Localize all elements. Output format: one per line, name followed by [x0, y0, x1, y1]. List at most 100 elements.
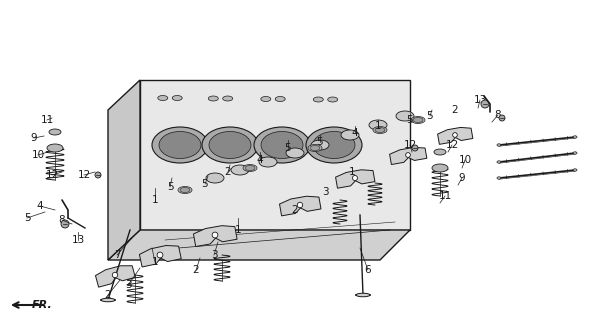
Circle shape: [212, 232, 218, 238]
Ellipse shape: [411, 116, 425, 124]
Circle shape: [352, 175, 358, 180]
Ellipse shape: [261, 97, 271, 101]
Text: 6: 6: [365, 265, 371, 275]
Text: 4: 4: [352, 128, 358, 138]
Ellipse shape: [356, 293, 370, 297]
Ellipse shape: [180, 188, 190, 193]
Ellipse shape: [310, 146, 320, 150]
Polygon shape: [108, 230, 410, 260]
Text: 1: 1: [349, 167, 355, 177]
Circle shape: [157, 252, 163, 258]
Ellipse shape: [434, 149, 446, 155]
Ellipse shape: [259, 157, 277, 167]
Polygon shape: [389, 147, 427, 164]
Polygon shape: [280, 196, 321, 216]
Text: 1: 1: [235, 225, 241, 235]
Text: 3: 3: [125, 280, 131, 290]
Ellipse shape: [308, 145, 322, 151]
Text: 10: 10: [31, 150, 44, 160]
Ellipse shape: [275, 97, 285, 101]
Text: 2: 2: [104, 290, 112, 300]
Text: 4: 4: [37, 201, 43, 211]
Circle shape: [412, 145, 418, 151]
Ellipse shape: [313, 97, 323, 102]
Text: 12: 12: [77, 170, 91, 180]
Ellipse shape: [369, 120, 387, 130]
Text: 12: 12: [403, 140, 416, 150]
Ellipse shape: [573, 136, 577, 138]
Text: 2: 2: [452, 105, 458, 115]
Ellipse shape: [261, 132, 303, 158]
Ellipse shape: [497, 177, 501, 179]
Text: 9: 9: [458, 173, 466, 183]
Ellipse shape: [206, 173, 224, 183]
Text: 2: 2: [193, 265, 199, 275]
Text: 11: 11: [439, 191, 452, 201]
Ellipse shape: [286, 148, 304, 158]
Text: 5: 5: [284, 143, 292, 153]
Text: 1: 1: [152, 257, 158, 267]
Text: 1: 1: [374, 121, 382, 131]
Text: 5: 5: [407, 115, 413, 125]
Circle shape: [499, 115, 505, 121]
Ellipse shape: [413, 117, 423, 123]
Polygon shape: [437, 127, 473, 144]
Circle shape: [61, 220, 69, 228]
Ellipse shape: [328, 97, 338, 102]
Text: 13: 13: [473, 95, 487, 105]
Polygon shape: [140, 80, 410, 230]
Polygon shape: [139, 245, 181, 267]
Text: 2: 2: [224, 167, 232, 177]
Ellipse shape: [159, 132, 201, 158]
Text: 12: 12: [445, 140, 458, 150]
Circle shape: [481, 100, 489, 108]
Text: 5: 5: [167, 182, 173, 192]
Ellipse shape: [375, 127, 385, 132]
Ellipse shape: [497, 144, 501, 146]
Ellipse shape: [243, 164, 257, 172]
Text: 5: 5: [317, 137, 323, 147]
Ellipse shape: [254, 127, 310, 163]
Ellipse shape: [101, 298, 115, 302]
Ellipse shape: [573, 169, 577, 171]
Text: 3: 3: [322, 187, 328, 197]
Text: 12: 12: [46, 170, 59, 180]
Ellipse shape: [497, 161, 501, 163]
Ellipse shape: [313, 132, 355, 158]
Circle shape: [95, 172, 101, 178]
Text: 2: 2: [292, 205, 298, 215]
Ellipse shape: [231, 165, 249, 175]
Polygon shape: [335, 170, 375, 188]
Circle shape: [297, 202, 302, 208]
Ellipse shape: [396, 111, 414, 121]
Text: 10: 10: [458, 155, 472, 165]
Ellipse shape: [47, 144, 63, 152]
Text: 5: 5: [23, 213, 31, 223]
Polygon shape: [193, 226, 237, 246]
Ellipse shape: [432, 164, 448, 172]
Ellipse shape: [209, 132, 251, 158]
Text: 8: 8: [494, 110, 502, 120]
Ellipse shape: [202, 127, 258, 163]
Text: 5: 5: [202, 179, 208, 189]
Circle shape: [112, 272, 118, 278]
Ellipse shape: [341, 130, 359, 140]
Text: 5: 5: [427, 111, 433, 121]
Text: 1: 1: [152, 195, 158, 205]
Circle shape: [406, 153, 410, 157]
Text: 11: 11: [40, 115, 53, 125]
Ellipse shape: [573, 152, 577, 154]
Circle shape: [452, 133, 457, 137]
Ellipse shape: [152, 127, 208, 163]
Text: 9: 9: [31, 133, 37, 143]
Ellipse shape: [373, 126, 387, 133]
Polygon shape: [108, 80, 140, 260]
Ellipse shape: [306, 127, 362, 163]
Text: 8: 8: [59, 215, 65, 225]
Ellipse shape: [172, 95, 182, 100]
Text: 3: 3: [211, 250, 217, 260]
Ellipse shape: [223, 96, 233, 101]
Ellipse shape: [158, 95, 168, 100]
Ellipse shape: [311, 140, 329, 150]
Text: FR.: FR.: [32, 300, 53, 310]
